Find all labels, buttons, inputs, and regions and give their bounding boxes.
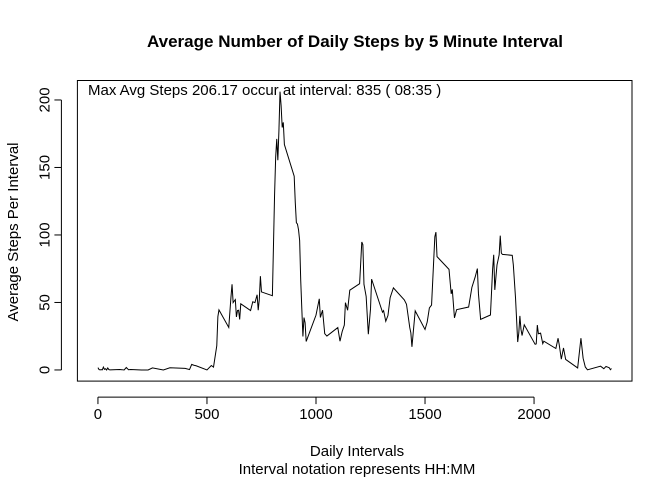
x-tick-label: 1500 (408, 406, 441, 423)
chart-title: Average Number of Daily Steps by 5 Minut… (147, 32, 563, 51)
x-tick-label: 500 (194, 406, 219, 423)
y-tick-label: 200 (36, 87, 53, 112)
x-tick-label: 1000 (299, 406, 332, 423)
annotation: Max Avg Steps 206.17 occur at interval: … (88, 82, 441, 99)
y-tick-label: 50 (36, 294, 53, 311)
x-axis-subtitle: Interval notation represents HH:MM (239, 461, 476, 478)
y-axis-label: Average Steps Per Interval (5, 143, 22, 322)
plot-box (76, 80, 633, 382)
y-tick-label: 0 (36, 366, 53, 374)
y-tick-label: 150 (36, 155, 53, 180)
x-tick-label: 0 (94, 406, 102, 423)
x-axis-label: Daily Intervals (310, 443, 404, 460)
x-tick-label: 2000 (517, 406, 550, 423)
data-line (97, 91, 612, 371)
y-tick-label: 100 (36, 222, 53, 247)
